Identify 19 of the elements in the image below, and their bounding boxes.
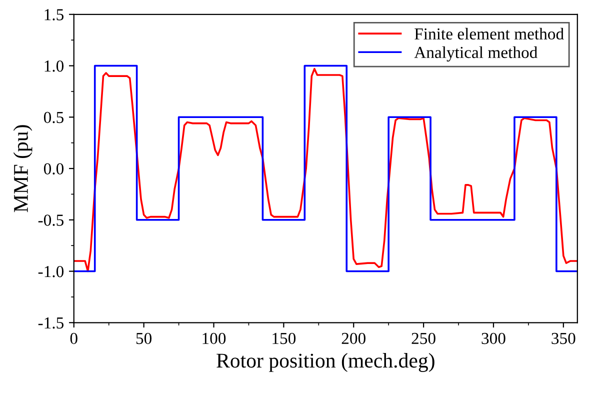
y-axis-title: MMF (pu) xyxy=(13,125,32,212)
y-tick-label: 0.0 xyxy=(44,163,64,175)
x-tick-label: 0 xyxy=(70,332,78,344)
y-tick-label: 1.5 xyxy=(44,9,64,20)
legend-label: Finite element method xyxy=(414,28,564,40)
x-tick-label: 150 xyxy=(272,332,296,344)
x-tick-label: 100 xyxy=(202,332,226,344)
y-tick-label: -0.5 xyxy=(38,214,64,226)
y-tick-label: -1.5 xyxy=(38,317,64,329)
y-tick-label: 1.0 xyxy=(44,60,64,72)
x-axis-title: Rotor position (mech.deg) xyxy=(216,353,434,372)
y-tick-label: 0.5 xyxy=(44,112,64,124)
x-tick-label: 50 xyxy=(136,332,152,344)
y-tick-label: -1.0 xyxy=(38,266,64,278)
x-tick-label: 300 xyxy=(482,332,506,344)
legend-label: Analytical method xyxy=(414,46,538,62)
x-tick-label: 200 xyxy=(342,332,366,344)
x-tick-label: 250 xyxy=(412,332,436,344)
x-tick-label: 350 xyxy=(552,332,576,344)
